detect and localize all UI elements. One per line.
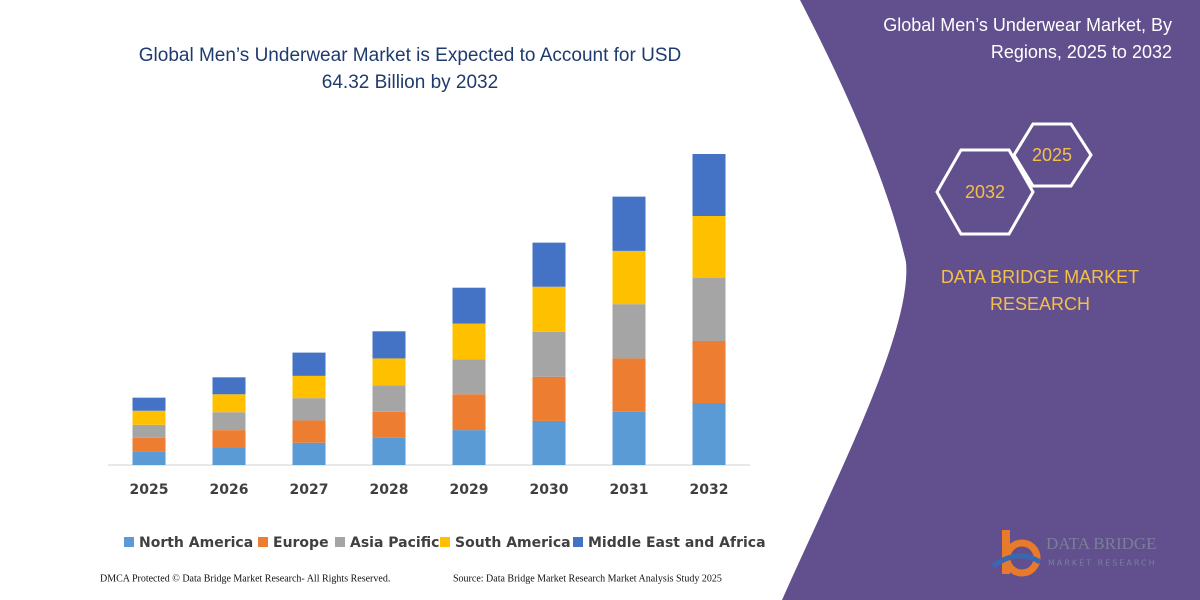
bar-segment bbox=[212, 430, 246, 448]
legend-swatch bbox=[335, 537, 345, 547]
bar-segment bbox=[452, 323, 486, 360]
bar-segment bbox=[292, 352, 326, 376]
bar-segment bbox=[612, 196, 646, 251]
x-tick-label: 2029 bbox=[450, 482, 489, 498]
bar-segment bbox=[372, 411, 406, 438]
bar-segment bbox=[212, 447, 246, 465]
x-tick-label: 2026 bbox=[210, 482, 249, 498]
bar-segment bbox=[132, 424, 166, 438]
x-tick-label: 2030 bbox=[530, 482, 569, 498]
bar-segment bbox=[292, 420, 326, 443]
side-title: Global Men’s Underwear Market, By Region… bbox=[883, 15, 1172, 62]
legend-swatch bbox=[258, 537, 268, 547]
bar-segment bbox=[532, 420, 566, 465]
bar-segment bbox=[692, 216, 726, 279]
legend-label: Asia Pacific bbox=[350, 535, 439, 551]
x-tick-label: 2028 bbox=[370, 482, 409, 498]
bar-segment bbox=[692, 402, 726, 465]
bar-segment bbox=[532, 376, 566, 421]
bar-segment bbox=[212, 412, 246, 431]
legend-label: Middle East and Africa bbox=[588, 535, 766, 551]
bar-segment bbox=[372, 331, 406, 359]
bar-segment bbox=[372, 385, 406, 412]
legend-label: North America bbox=[139, 535, 253, 551]
side-panel bbox=[782, 0, 1200, 600]
legend-swatch bbox=[573, 537, 583, 547]
legend-label: Europe bbox=[273, 535, 329, 551]
footer-right: Source: Data Bridge Market Research Mark… bbox=[453, 573, 722, 584]
bar-segment bbox=[212, 377, 246, 395]
logo-tagline: MARKET RESEARCH bbox=[1048, 559, 1157, 568]
bar-segment bbox=[292, 375, 326, 399]
brand: DATA BRIDGE MARKET RESEARCH bbox=[940, 267, 1140, 314]
bar-segment bbox=[692, 278, 726, 341]
legend-swatch bbox=[124, 537, 134, 547]
hex-label: 2025 bbox=[1032, 145, 1072, 165]
bar-segment bbox=[612, 411, 646, 465]
bar-segment bbox=[132, 451, 166, 465]
bar-segment bbox=[132, 437, 166, 452]
x-tick-label: 2031 bbox=[610, 482, 649, 498]
hexagon bbox=[1012, 122, 1093, 188]
bar-segment bbox=[212, 394, 246, 413]
x-tick-label: 2027 bbox=[290, 482, 329, 498]
bar-segment bbox=[612, 250, 646, 305]
logo-icon bbox=[991, 530, 1042, 577]
bar-segment bbox=[452, 287, 486, 324]
bar-segment bbox=[132, 410, 166, 425]
bar-segment bbox=[292, 442, 326, 465]
bar-segment bbox=[292, 398, 326, 421]
x-tick-label: 2032 bbox=[690, 482, 729, 498]
hexagon bbox=[935, 148, 1035, 236]
bar-segment bbox=[612, 358, 646, 412]
bar-segment bbox=[372, 437, 406, 465]
bar-segment bbox=[692, 154, 726, 217]
bar-segment bbox=[452, 394, 486, 431]
bar-segment bbox=[452, 359, 486, 395]
x-tick-label: 2025 bbox=[130, 482, 169, 498]
bar-segment bbox=[532, 242, 566, 287]
bar-segment bbox=[612, 304, 646, 359]
bar-segment bbox=[532, 331, 566, 377]
bar-segment bbox=[372, 358, 406, 386]
bar-segment bbox=[132, 397, 166, 411]
bar-segment bbox=[532, 286, 566, 332]
logo-name: DATA BRIDGE bbox=[1046, 534, 1157, 553]
legend-swatch bbox=[440, 537, 450, 547]
chart-title: Global Men’s Underwear Market is Expecte… bbox=[138, 45, 682, 93]
legend-label: South America bbox=[455, 535, 571, 551]
bar-segment bbox=[452, 430, 486, 465]
bar-segment bbox=[692, 340, 726, 403]
footer-left: DMCA Protected © Data Bridge Market Rese… bbox=[100, 573, 390, 584]
hex-label: 2032 bbox=[965, 182, 1005, 202]
